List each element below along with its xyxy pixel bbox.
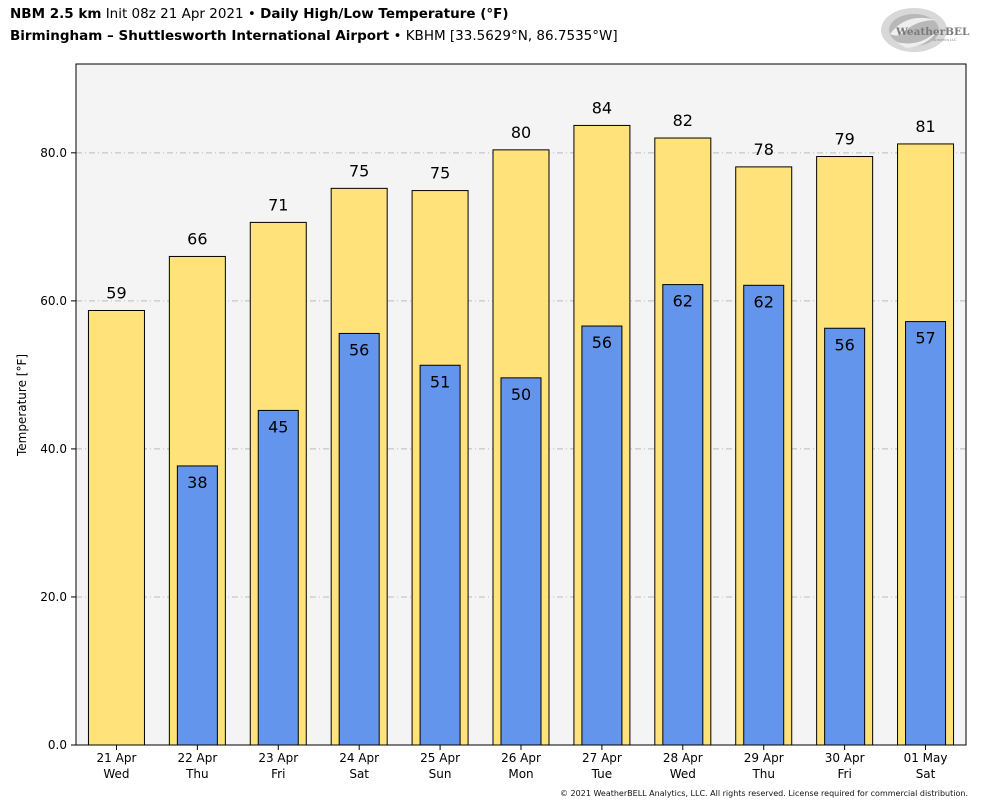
low-temp-label: 62 — [673, 292, 693, 311]
copyright-notice: © 2021 WeatherBELL Analytics, LLC. All r… — [560, 789, 968, 798]
y-tick-label: 0.0 — [48, 738, 67, 752]
x-tick-label-date: 26 Apr — [501, 751, 541, 765]
low-temp-bar — [743, 284, 785, 746]
y-axis-label: Temperature [°F] — [15, 354, 29, 457]
high-temp-label: 75 — [430, 164, 450, 183]
model-name: NBM 2.5 km — [10, 6, 102, 22]
x-tick-label-date: 29 Apr — [744, 751, 784, 765]
x-tick-label-date: 01 May — [904, 751, 948, 765]
x-tick-label-weekday: Sun — [429, 767, 452, 781]
low-temp-bar — [338, 332, 380, 746]
y-tick-label: 20.0 — [40, 590, 67, 604]
x-tick-label-date: 27 Apr — [582, 751, 622, 765]
x-tick-label-weekday: Wed — [670, 767, 696, 781]
x-tick-label-date: 24 Apr — [339, 751, 379, 765]
high-temp-label: 81 — [915, 117, 935, 136]
location-name: Birmingham – Shuttlesworth International… — [10, 28, 390, 44]
high-temp-label: 84 — [592, 98, 612, 117]
high-temp-label: 66 — [187, 229, 207, 248]
high-temp-label: 59 — [106, 283, 126, 302]
high-temp-label: 79 — [834, 130, 854, 149]
low-temp-label: 56 — [834, 335, 854, 354]
low-temp-label: 50 — [511, 385, 531, 404]
x-tick-label-date: 28 Apr — [663, 751, 703, 765]
y-tick-label: 40.0 — [40, 442, 67, 456]
x-tick-label-date: 30 Apr — [825, 751, 865, 765]
low-temp-bar — [176, 465, 218, 746]
title-separator: • — [393, 28, 402, 44]
low-temp-label: 62 — [754, 292, 774, 311]
low-temp-bar — [662, 284, 704, 746]
low-temp-bar — [500, 377, 542, 746]
low-temp-label: 45 — [268, 417, 288, 436]
x-tick-label-weekday: Sat — [916, 767, 936, 781]
high-temp-label: 78 — [754, 140, 774, 159]
x-tick-label-date: 21 Apr — [97, 751, 137, 765]
x-tick-label-date: 23 Apr — [258, 751, 298, 765]
x-tick-label-weekday: Tue — [591, 767, 613, 781]
weatherbell-logo: WeatherBELL Analytics LLC — [881, 8, 970, 52]
logo-text: WeatherBELL — [895, 26, 970, 38]
low-temp-label: 56 — [349, 340, 369, 359]
low-temp-bar — [824, 327, 866, 746]
x-tick-label-weekday: Sat — [349, 767, 369, 781]
x-tick-label-weekday: Thu — [185, 767, 209, 781]
x-tick-label-date: 22 Apr — [177, 751, 217, 765]
chart-title-line-2: Birmingham – Shuttlesworth International… — [10, 28, 618, 44]
title-separator: • — [247, 6, 256, 22]
high-temp-bar — [87, 309, 145, 746]
high-temp-label: 82 — [673, 111, 693, 130]
high-temp-label: 71 — [268, 195, 288, 214]
low-temp-bar — [581, 325, 623, 746]
x-tick-label-weekday: Fri — [837, 767, 851, 781]
x-tick-label-date: 25 Apr — [420, 751, 460, 765]
x-tick-label-weekday: Mon — [508, 767, 533, 781]
low-temp-bar — [257, 409, 299, 746]
bars: 59 66 38 71 45 75 56 75 51 80 50 84 56 82 62 78 62 79 56 81… — [87, 98, 955, 746]
y-tick-label: 60.0 — [40, 294, 67, 308]
low-temp-label: 38 — [187, 473, 207, 492]
high-temp-label: 75 — [349, 161, 369, 180]
low-temp-bar — [905, 321, 947, 746]
init-time: Init 08z 21 Apr 2021 — [105, 6, 244, 22]
low-temp-label: 51 — [430, 372, 450, 391]
x-tick-label-weekday: Thu — [751, 767, 775, 781]
y-tick-label: 80.0 — [40, 146, 67, 160]
product-name: Daily High/Low Temperature (°F) — [260, 6, 509, 22]
low-temp-label: 57 — [915, 329, 935, 348]
station-info: KBHM [33.5629°N, 86.7535°W] — [405, 28, 618, 44]
axes: 0.0 20.0 40.0 60.0 80.0 21 Apr Wed 22 Apr Thu 23 … — [40, 146, 947, 781]
logo-subtext: Analytics LLC — [933, 38, 957, 42]
chart-title-line-1: NBM 2.5 km Init 08z 21 Apr 2021 • Daily … — [10, 6, 509, 22]
high-temp-label: 80 — [511, 123, 531, 142]
x-tick-label-weekday: Wed — [103, 767, 129, 781]
x-tick-label-weekday: Fri — [271, 767, 285, 781]
low-temp-bar — [419, 364, 461, 746]
low-temp-label: 56 — [592, 333, 612, 352]
